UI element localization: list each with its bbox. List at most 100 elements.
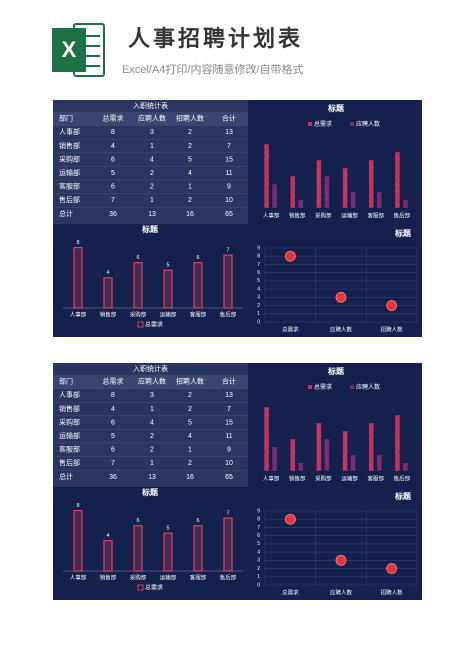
bar	[324, 438, 330, 472]
table-cell: 1	[188, 184, 192, 191]
legend-swatch	[350, 122, 354, 126]
bar	[103, 277, 113, 309]
x-tick-label: 采购部	[315, 474, 332, 482]
bar	[368, 422, 375, 472]
table-header-cell: 招聘人数	[176, 377, 204, 386]
table-cell: 15	[225, 419, 233, 426]
bar	[376, 454, 383, 472]
table-cell: 2	[150, 184, 154, 191]
table-cell: 13	[148, 474, 156, 481]
bar	[297, 199, 304, 209]
x-tick-label: 客服部	[190, 573, 207, 581]
table-cell: 4	[150, 419, 154, 426]
x-tick-label: 人事部	[263, 211, 280, 219]
bar	[73, 246, 83, 309]
bar	[316, 422, 322, 472]
scatter-point	[386, 300, 398, 311]
table-cell: 1	[188, 447, 192, 454]
table-cell: 销售部	[59, 404, 80, 413]
table-cell: 1	[150, 460, 154, 467]
x-tick-label: 销售部	[289, 211, 306, 219]
legend-swatch	[137, 584, 144, 591]
legend-label: 总需求	[145, 321, 163, 329]
table-cell: 65	[225, 211, 233, 218]
x-tick-label: 人事部	[70, 310, 87, 318]
bar	[223, 517, 233, 572]
table-cell: 运输部	[59, 168, 80, 177]
bar	[163, 269, 173, 309]
x-tick-label: 客服部	[190, 310, 207, 318]
table-cell: 4	[188, 170, 192, 177]
x-tick-label: 运输部	[341, 211, 358, 219]
x-tick-label: 售后部	[220, 310, 237, 318]
svg-text:X: X	[62, 37, 77, 62]
chart-title: 标题	[327, 366, 345, 376]
table-cell: 人事部	[59, 127, 80, 136]
table-cell: 10	[225, 460, 233, 467]
x-tick-label: 售后部	[394, 474, 411, 482]
chart-title: 标题	[141, 487, 159, 497]
table-cell: 6	[111, 184, 115, 191]
table-cell: 2	[188, 129, 192, 136]
table-cell: 6	[111, 419, 115, 426]
bar	[271, 183, 278, 209]
data-label: 4	[106, 270, 109, 276]
bar	[271, 446, 278, 472]
table-header-row	[53, 375, 248, 389]
table-cell: 5	[188, 419, 192, 426]
bar	[368, 159, 375, 209]
y-tick-label: 5	[257, 278, 260, 284]
y-tick-label: 9	[257, 245, 260, 251]
table-header-cell: 部门	[59, 114, 73, 123]
table-cell: 2	[188, 460, 192, 467]
y-tick-label: 8	[257, 517, 260, 523]
y-tick-label: 2	[257, 303, 260, 309]
legend-label: 总需求	[314, 120, 332, 128]
x-tick-label: 售后部	[394, 211, 411, 219]
y-tick-label: 2	[257, 566, 260, 572]
scatter-point	[284, 513, 296, 525]
legend-swatch	[137, 321, 144, 328]
bar	[193, 262, 203, 309]
legend-swatch	[308, 385, 312, 389]
bar	[133, 262, 143, 309]
page-title: 人事招聘计划表	[128, 26, 303, 51]
x-tick-label: 客服部	[367, 474, 384, 482]
bar	[297, 462, 304, 472]
scatter-point	[284, 250, 296, 262]
table-cell: 1	[150, 406, 154, 413]
y-tick-label: 7	[257, 262, 260, 268]
data-label: 6	[196, 518, 199, 524]
bar	[342, 167, 348, 209]
bar	[342, 430, 348, 472]
table-cell: 5	[111, 170, 115, 177]
y-tick-label: 3	[257, 558, 260, 564]
table-cell: 4	[188, 433, 192, 440]
table-header-cell: 总需求	[103, 114, 124, 123]
chart-title: 标题	[141, 224, 159, 234]
x-tick-label: 总需求	[282, 588, 299, 596]
y-tick-label: 4	[257, 286, 260, 292]
bar	[103, 540, 113, 572]
table-cell: 8	[111, 129, 115, 136]
y-tick-label: 3	[257, 295, 260, 301]
x-tick-label: 人事部	[263, 474, 280, 482]
table-cell: 2	[150, 447, 154, 454]
x-tick-label: 客服部	[367, 211, 384, 219]
table-header-cell: 部门	[59, 377, 73, 386]
table-cell: 2	[188, 143, 192, 150]
x-tick-label: 销售部	[100, 310, 117, 318]
bar	[289, 438, 296, 472]
table-cell: 2	[150, 433, 154, 440]
bar	[133, 525, 143, 572]
y-tick-label: 8	[257, 254, 260, 260]
chart-title: 标题	[394, 228, 412, 238]
x-tick-label: 采购部	[315, 211, 332, 219]
data-label: 8	[76, 240, 79, 246]
chart-title: 标题	[327, 103, 345, 113]
table-cell: 13	[225, 392, 233, 399]
table-header-cell: 应聘人数	[138, 377, 166, 386]
data-label: 6	[136, 255, 139, 261]
